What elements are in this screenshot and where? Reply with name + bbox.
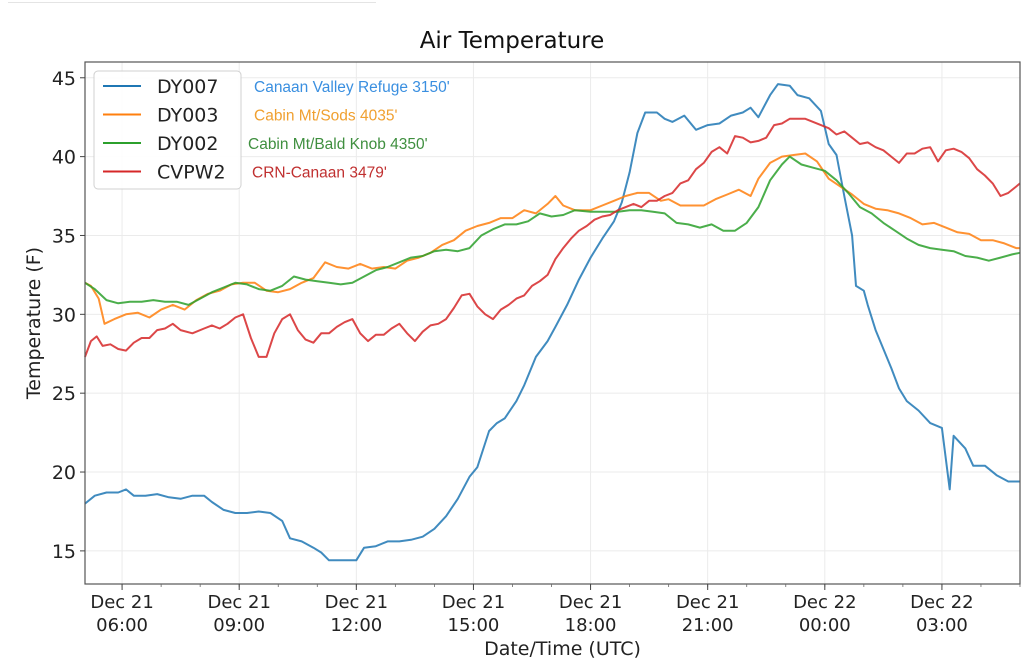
x-tick-label-time: 03:00 xyxy=(916,615,968,636)
legend-label: DY002 xyxy=(157,133,218,155)
x-tick-label-time: 21:00 xyxy=(682,615,734,636)
x-tick-label-date: Dec 21 xyxy=(207,592,270,613)
grid-lines xyxy=(85,62,1020,584)
x-tick-label-date: Dec 22 xyxy=(910,592,973,613)
y-tick-label: 45 xyxy=(52,68,76,90)
legend-box xyxy=(93,70,242,190)
x-tick-label-time: 12:00 xyxy=(330,615,382,636)
x-tick-label-time: 09:00 xyxy=(213,615,265,636)
legend-entry-dy007: DY007 Canaan Valley Refuge 3150' xyxy=(103,76,450,98)
x-tick-label-time: 15:00 xyxy=(448,615,500,636)
x-tick-label-date: Dec 21 xyxy=(442,592,505,613)
station-annotation: Cabin Mt/Bald Knob 4350' xyxy=(248,136,428,153)
series-line-dy007 xyxy=(84,83,1020,562)
x-tick-label-time: 06:00 xyxy=(96,615,148,636)
station-annotation: Canaan Valley Refuge 3150' xyxy=(254,79,450,96)
x-tick-label-date: Dec 21 xyxy=(90,592,153,613)
x-tick-label-date: Dec 21 xyxy=(325,592,388,613)
legend-label: DY003 xyxy=(157,105,218,127)
station-annotation: Cabin Mt/Sods 4035' xyxy=(254,108,397,125)
series-line-dy002 xyxy=(84,155,1021,306)
y-tick-label: 20 xyxy=(52,462,76,484)
legend-label: DY007 xyxy=(157,76,218,98)
x-tick-label-date: Dec 22 xyxy=(793,592,856,613)
y-tick-label: 30 xyxy=(52,304,76,326)
x-tick-label-date: Dec 21 xyxy=(559,592,622,613)
series-line-cvpw2 xyxy=(84,117,1021,358)
legend-entry-cvpw2: CVPW2 CRN-Canaan 3479' xyxy=(103,162,387,184)
x-axis-label: Date/Time (UTC) xyxy=(484,638,641,660)
y-axis-ticks: 15 20 25 30 35 40 45 xyxy=(52,68,85,563)
top-divider xyxy=(8,2,376,3)
series-lines xyxy=(84,83,1021,562)
y-tick-label: 25 xyxy=(52,383,76,405)
y-axis-label: Temperature (F) xyxy=(23,247,45,400)
y-tick-label: 15 xyxy=(52,541,76,563)
station-annotation: CRN-Canaan 3479' xyxy=(252,165,387,182)
legend-label: CVPW2 xyxy=(157,162,226,184)
plot-frame xyxy=(84,61,1021,585)
x-tick-label-date: Dec 21 xyxy=(676,592,739,613)
legend: DY007 Canaan Valley Refuge 3150' DY003 Cabi… xyxy=(93,70,450,190)
chart-title: Air Temperature xyxy=(419,28,605,54)
legend-entry-dy002: DY002 Cabin Mt/Bald Knob 4350' xyxy=(103,133,428,155)
y-tick-label: 35 xyxy=(52,225,76,247)
y-tick-label: 40 xyxy=(52,147,76,169)
legend-entry-dy003: DY003 Cabin Mt/Sods 4035' xyxy=(103,105,397,127)
x-tick-label-time: 18:00 xyxy=(565,615,617,636)
x-tick-label-time: 00:00 xyxy=(799,615,851,636)
